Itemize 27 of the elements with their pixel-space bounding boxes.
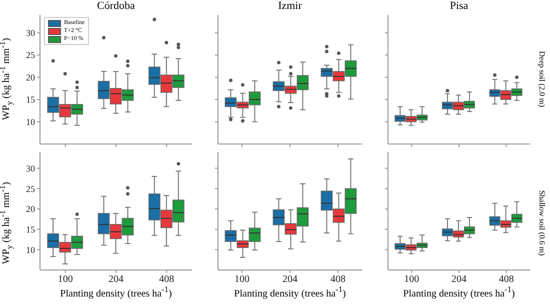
x-axis-title: Planting density (trees ha$^{-1}$) (402, 285, 516, 300)
y2-axis-title: Shallow soil (0.6 m) (538, 190, 546, 256)
x-tick-label: 408 (159, 274, 174, 286)
y2-axis-title: Deep soil (2.0 m) (538, 50, 546, 106)
x-tick-label: 100 (404, 274, 420, 286)
y-tick-label: 10 (26, 116, 36, 127)
x-axis-title: Planting density (trees ha$^{-1}$) (233, 285, 347, 300)
chart-title: Pisa (448, 0, 470, 12)
y-tick-label: 25 (26, 50, 36, 60)
y-tick-label: 30 (26, 28, 36, 38)
x-tick-label: 204 (282, 274, 298, 286)
y-tick-label: 25 (26, 184, 36, 194)
y-tick-label: 15 (26, 94, 36, 105)
y-tick-label: 30 (26, 163, 36, 174)
x-tick-label: 204 (452, 274, 466, 286)
x-axis-title: Planting density (trees ha$^{-1}$) (59, 285, 173, 300)
x-tick-label: 408 (498, 274, 514, 286)
x-tick-label: 204 (108, 274, 124, 286)
x-tick-label: 100 (58, 274, 73, 286)
chart-title: Córdoba (96, 0, 136, 12)
x-tick-label: 408 (330, 274, 346, 286)
y-tick-label: 20 (26, 72, 36, 82)
y-tick-label: 20 (26, 204, 36, 214)
x-tick-label: 100 (234, 274, 250, 286)
y-tick-label: 10 (26, 244, 36, 255)
y-tick-label: 15 (26, 224, 36, 235)
chart-title: Izmir (277, 0, 303, 12)
